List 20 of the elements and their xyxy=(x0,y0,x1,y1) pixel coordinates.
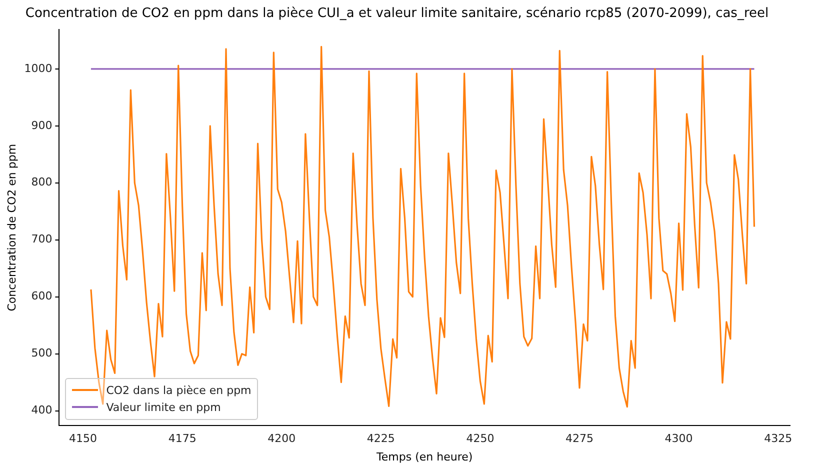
y-tick-label: 400 xyxy=(31,404,52,417)
y-axis-title: Concentration de CO2 en ppm xyxy=(5,144,18,312)
legend-label: Valeur limite en ppm xyxy=(106,400,221,416)
y-tick-label: 800 xyxy=(31,176,52,189)
x-tick-label: 4175 xyxy=(168,432,196,446)
x-tick-label: 4150 xyxy=(69,432,98,446)
x-tick-label: 4200 xyxy=(268,432,296,446)
y-tick-label: 700 xyxy=(31,232,52,246)
x-tick-label: 4275 xyxy=(565,432,594,446)
chart-title: Concentration de CO2 en ppm dans la pièce CUI_a et valeur limite sanitaire, scénario rcp85 (2070-2099), cas_reel xyxy=(25,6,769,22)
y-tick-label: 600 xyxy=(31,290,52,303)
legend-label: CO2 dans la pièce en ppm xyxy=(106,382,252,399)
x-tick-label: 4325 xyxy=(764,432,792,446)
y-tick-label: 500 xyxy=(31,346,52,360)
x-axis-title: Temps (en heure) xyxy=(376,450,473,464)
y-tick-label: 900 xyxy=(31,118,52,132)
x-tick-label: 4225 xyxy=(366,432,395,446)
y-tick-label: 1000 xyxy=(24,62,52,75)
x-tick-label: 4250 xyxy=(466,432,494,446)
x-tick-label: 4300 xyxy=(664,432,693,446)
